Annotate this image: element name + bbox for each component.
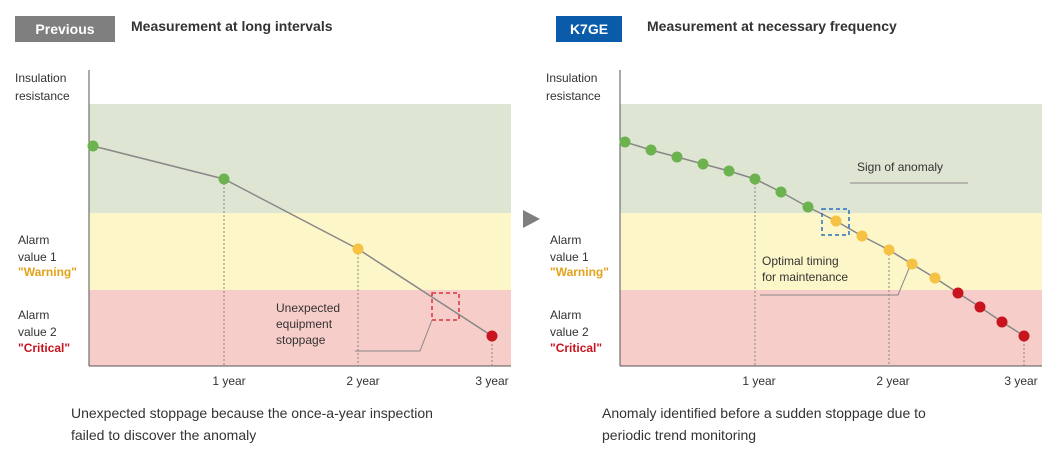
- left-alarm1-label: Alarm value 1: [18, 233, 57, 264]
- left-tick-3year: 3 year: [475, 374, 508, 388]
- right-y-label: Insulation resistance: [546, 71, 601, 103]
- transition-arrow-icon: [523, 210, 540, 228]
- right-timing-annotation: Optimal timing for maintenance: [762, 254, 848, 284]
- right-measurement-point-6: [749, 173, 761, 185]
- left-measurement-point-3: [352, 243, 364, 255]
- right-measurement-point-11: [883, 244, 895, 256]
- right-warning-label: "Warning": [550, 265, 609, 279]
- right-alarm2-label: Alarm value 2: [550, 308, 589, 339]
- left-y-label: Insulation resistance: [15, 71, 70, 103]
- right-measurement-point-5: [723, 165, 735, 177]
- left-zone-warning: [89, 213, 511, 290]
- right-measurement-point-16: [996, 316, 1008, 328]
- right-measurement-point-14: [952, 287, 964, 299]
- right-alarm1-label: Alarm value 1: [550, 233, 589, 264]
- right-anomaly-annotation: Sign of anomaly: [857, 160, 943, 174]
- previous-badge: Previous: [15, 16, 115, 42]
- left-zone-normal: [89, 104, 511, 213]
- right-measurement-point-1: [619, 136, 631, 148]
- right-zone-warning: [620, 213, 1042, 290]
- right-caption-line1: Anomaly identified before a sudden stopp…: [602, 405, 926, 421]
- left-leader-line: [355, 319, 433, 352]
- left-caption-line2: failed to discover the anomaly: [71, 427, 257, 443]
- right-timing-leader: [760, 265, 911, 296]
- right-measurement-point-4: [697, 158, 709, 170]
- left-measurement-point-1: [87, 140, 99, 152]
- left-tick-2year: 2 year: [346, 374, 379, 388]
- right-caption-line2: periodic trend monitoring: [602, 427, 757, 443]
- right-caption: Anomaly identified before a sudden stopp…: [602, 402, 926, 446]
- previous-subtitle: Measurement at long intervals: [131, 18, 333, 34]
- right-measurement-point-17: [1018, 330, 1030, 342]
- right-tick-1year: 1 year: [742, 374, 775, 388]
- right-tick-3year: 3 year: [1004, 374, 1037, 388]
- right-measurement-point-10: [856, 230, 868, 242]
- right-critical-label: "Critical": [550, 341, 602, 355]
- right-measurement-point-13: [929, 272, 941, 284]
- left-caption: Unexpected stoppage because the once-a-y…: [71, 402, 433, 446]
- k7ge-subtitle: Measurement at necessary frequency: [647, 18, 897, 34]
- left-trend-line: [92, 145, 493, 337]
- right-measurement-point-2: [645, 144, 657, 156]
- right-measurement-point-9: [830, 215, 842, 227]
- left-critical-label: "Critical": [18, 341, 70, 355]
- right-measurement-point-12: [906, 258, 918, 270]
- left-stoppage-annotation: Unexpected equipment stoppage: [276, 301, 343, 347]
- left-stoppage-box: [431, 292, 460, 321]
- left-measurement-point-2: [218, 173, 230, 185]
- left-alarm2-label: Alarm value 2: [18, 308, 57, 339]
- left-tick-1year: 1 year: [212, 374, 245, 388]
- right-measurement-point-7: [775, 186, 787, 198]
- right-measurement-point-15: [974, 301, 986, 313]
- right-measurement-point-8: [802, 201, 814, 213]
- right-anomaly-box: [821, 208, 850, 236]
- left-measurement-point-4: [486, 330, 498, 342]
- right-zone-normal: [620, 104, 1042, 213]
- right-measurement-point-3: [671, 151, 683, 163]
- left-caption-line1: Unexpected stoppage because the once-a-y…: [71, 405, 433, 421]
- right-tick-2year: 2 year: [876, 374, 909, 388]
- left-warning-label: "Warning": [18, 265, 77, 279]
- k7ge-badge: K7GE: [556, 16, 622, 42]
- right-zone-critical: [620, 290, 1042, 366]
